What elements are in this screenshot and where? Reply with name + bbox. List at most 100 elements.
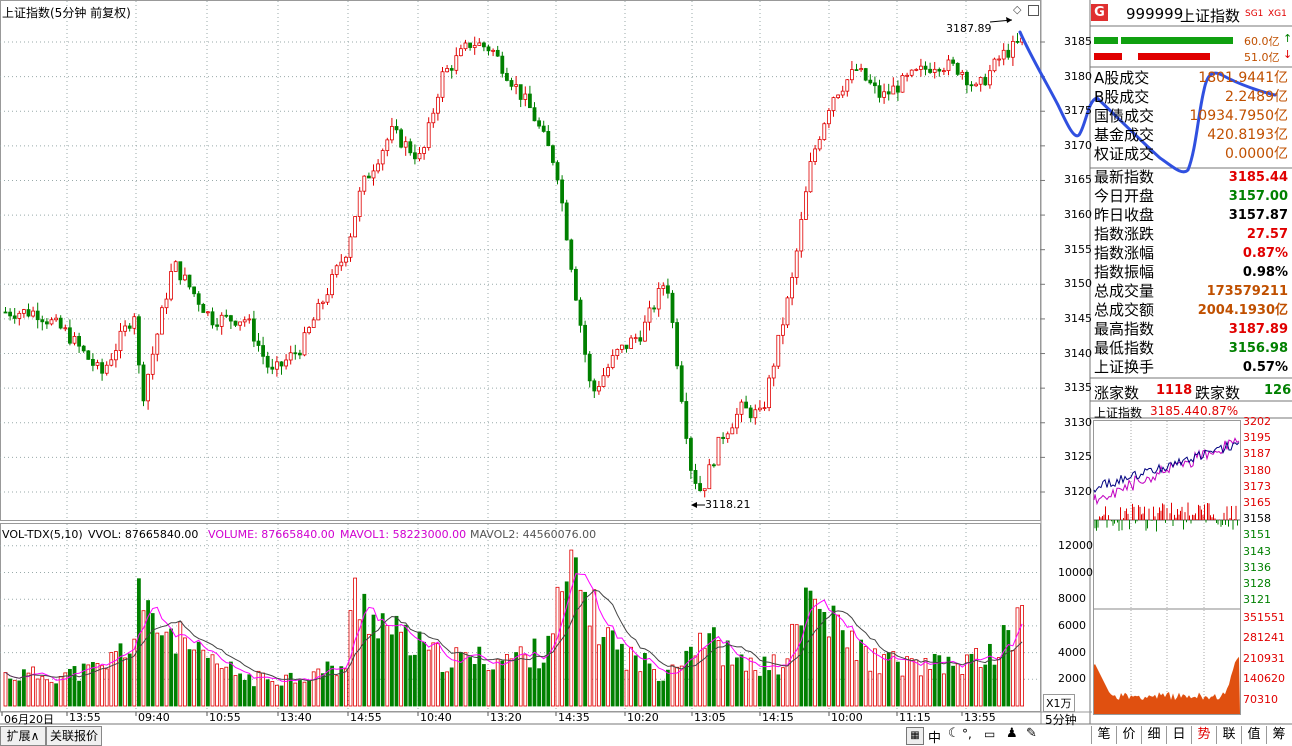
price-axis-label: 3140 <box>1064 346 1092 360</box>
time-axis-label: 06月20日 <box>4 713 54 726</box>
price-axis-label: 3150 <box>1064 277 1092 291</box>
stat-row: 指数振幅 0.98% <box>1094 263 1290 282</box>
turnover-label: 国债成交 <box>1094 107 1155 125</box>
stat-row: 总成交额 2004.1930亿 <box>1094 301 1290 320</box>
right-tab[interactable]: 价 <box>1116 726 1141 744</box>
right-tab[interactable]: 势 <box>1191 726 1216 744</box>
turnover-row: 国债成交 10934.7950亿 <box>1094 107 1290 126</box>
price-axis-label: 3185 <box>1064 35 1092 48</box>
mini-price-label: 3173 <box>1243 479 1271 493</box>
volume-ma-lines <box>5 573 1023 683</box>
stat-value: 2004.1930亿 <box>1197 303 1288 318</box>
turnover-value: 420.8193亿 <box>1207 127 1288 143</box>
turnover-label: B股成交 <box>1094 88 1150 106</box>
green-bar-segment <box>1094 37 1118 44</box>
volume-axis-label: 6000 <box>1058 618 1086 632</box>
vol-legend-mavol1: MAVOL1: 58223000.00 <box>340 528 467 541</box>
time-axis-label: 14:15 <box>762 711 794 724</box>
moon-icon[interactable]: ☾ <box>948 726 960 741</box>
turnover-value: 0.0000亿 <box>1225 146 1288 162</box>
time-axis-label: 13:55 <box>964 711 996 724</box>
stat-row: 最高指数 3187.89 <box>1094 320 1290 339</box>
diamond-icon[interactable]: ◇ <box>1013 3 1022 16</box>
xg-label[interactable]: XG1 <box>1268 9 1287 19</box>
mini-volume-label: 70310 <box>1243 692 1278 706</box>
right-tab[interactable]: 联 <box>1216 726 1241 744</box>
calc-icon[interactable]: ▦ <box>906 727 924 745</box>
low-price-label: 3118.21 <box>705 498 751 511</box>
price-axis-label: 3175 <box>1064 104 1092 118</box>
mini-volume-label: 140620 <box>1243 672 1285 686</box>
price-axis-label: 3130 <box>1064 415 1092 429</box>
stat-label: 最新指数 <box>1094 168 1155 186</box>
user-icon[interactable]: ♟ <box>1006 726 1018 741</box>
stat-row: 总成交量 173579211 <box>1094 282 1290 301</box>
time-axis-label: 13:05 <box>694 711 726 724</box>
related-quote-tab[interactable]: 关联报价 <box>46 726 102 746</box>
mini-volume-label: 210931 <box>1243 651 1285 665</box>
candlestick-series <box>3 17 1024 508</box>
chart-title: 上证指数(5分钟 前复权) <box>2 6 131 20</box>
price-axis-label: 3135 <box>1064 381 1092 395</box>
mini-price-label: 3158 <box>1243 512 1271 526</box>
stat-row: 昨日收盘 3157.87 <box>1094 206 1290 225</box>
mini-chart-title: 上证指数 <box>1094 406 1143 420</box>
bar-bottom-value: 51.0亿 <box>1244 51 1280 64</box>
stat-label: 上证换手 <box>1094 358 1155 376</box>
comma-icon[interactable]: °, <box>962 727 972 741</box>
mini-volume-label: 351551 <box>1243 611 1285 624</box>
time-axis-label: 13:55 <box>69 711 101 724</box>
settings-icon[interactable]: ✎ <box>1026 726 1037 741</box>
advance-value: 1118 <box>1156 383 1193 398</box>
window-toggle-icon[interactable] <box>1028 5 1039 16</box>
right-tab[interactable]: 笔 <box>1091 726 1116 744</box>
right-tab[interactable]: 日 <box>1166 726 1191 744</box>
right-tab[interactable]: 筹 <box>1266 726 1291 744</box>
stat-label: 指数振幅 <box>1094 263 1155 281</box>
stat-label: 指数涨跌 <box>1094 225 1155 243</box>
price-axis-label: 3125 <box>1064 450 1092 464</box>
keyboard-icon[interactable]: ▭ <box>984 727 996 741</box>
red-bar-segment <box>1094 53 1122 60</box>
stat-value: 27.57 <box>1246 227 1288 242</box>
arrow-down-icon: ↓ <box>1283 48 1292 61</box>
price-axis-label: 3180 <box>1064 69 1092 83</box>
volume-axis-label: 4000 <box>1058 645 1086 659</box>
pen-annotation <box>1018 30 1277 174</box>
mini-price-label: 3165 <box>1243 496 1271 509</box>
stat-label: 总成交额 <box>1094 301 1155 319</box>
period-label[interactable]: 5分钟 <box>1045 713 1077 727</box>
volume-axis-label: 8000 <box>1058 592 1086 606</box>
arrow-up-icon: ↑ <box>1283 32 1292 45</box>
right-tab[interactable]: 值 <box>1241 726 1266 744</box>
price-axis-label: 3170 <box>1064 138 1092 152</box>
mini-price-label: 3151 <box>1243 528 1271 542</box>
stat-value: 173579211 <box>1206 284 1288 299</box>
stat-value: 0.98% <box>1242 265 1288 280</box>
time-axis-label: 14:35 <box>558 711 590 724</box>
mini-price-label: 3143 <box>1243 544 1271 558</box>
turnover-value: 10934.7950亿 <box>1189 108 1288 124</box>
bar-top-value: 60.0亿 <box>1244 35 1280 48</box>
advance-label: 涨家数 <box>1094 384 1140 402</box>
sg-label[interactable]: SG1 <box>1245 9 1264 19</box>
time-axis-label: 14:55 <box>350 711 382 724</box>
time-axis-label: 09:40 <box>138 711 170 724</box>
expand-tab[interactable]: 扩展∧ <box>0 726 46 746</box>
stat-value: 0.87% <box>1242 246 1288 261</box>
stock-code: 999999 <box>1126 5 1184 23</box>
volume-unit: X1万 <box>1043 694 1075 712</box>
decline-value: 126 <box>1264 383 1292 398</box>
turnover-row: A股成交 1801.9441亿 <box>1094 69 1290 88</box>
stat-value: 3187.89 <box>1228 322 1288 337</box>
turnover-value: 2.2489亿 <box>1225 89 1288 105</box>
stat-value: 0.57% <box>1242 360 1288 375</box>
turnover-label: 权证成交 <box>1094 145 1155 163</box>
stat-row: 上证换手 0.57% <box>1094 358 1290 377</box>
chinese-icon[interactable]: 中 <box>928 731 942 746</box>
price-axis-label: 3160 <box>1064 208 1092 222</box>
right-tab[interactable]: 细 <box>1141 726 1166 744</box>
stat-row: 指数涨跌 27.57 <box>1094 225 1290 244</box>
